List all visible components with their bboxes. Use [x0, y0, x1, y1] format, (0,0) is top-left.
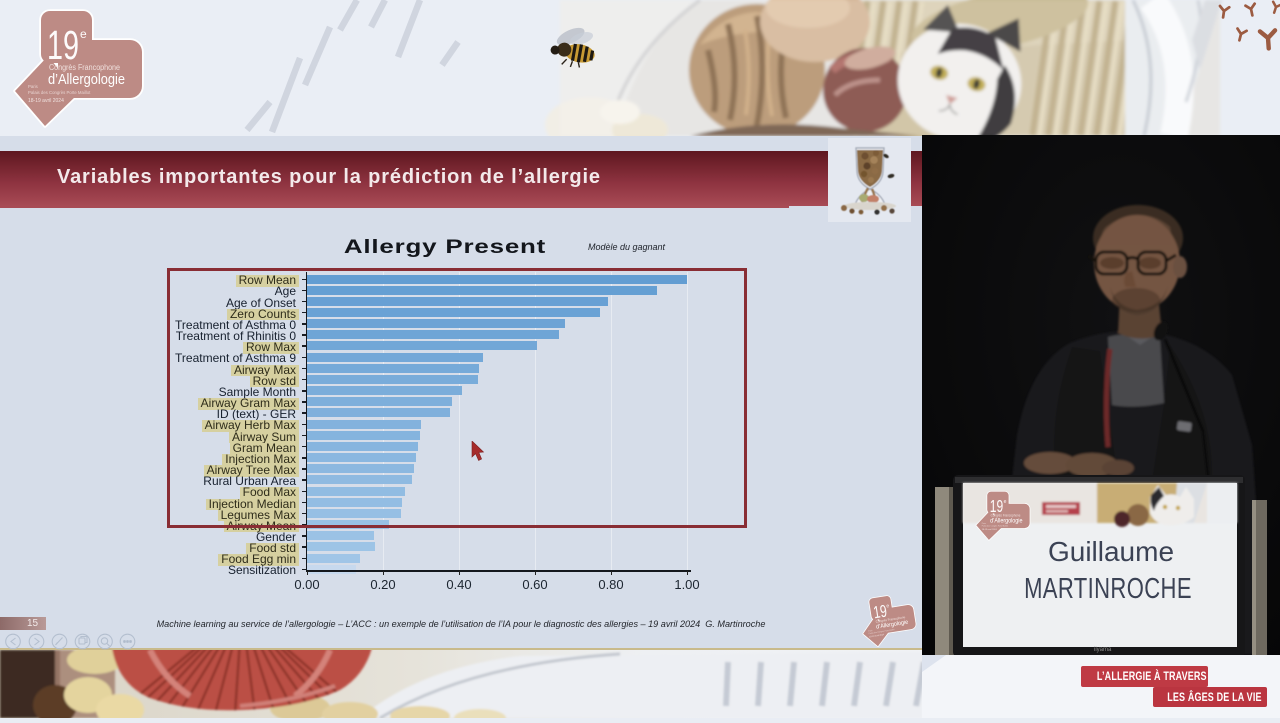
- svg-text:Paris: Paris: [982, 523, 986, 525]
- svg-text:Palais des Congrès Porte Maill: Palais des Congrès Porte Maillot: [28, 90, 91, 95]
- svg-text:Palais des Congrès Porte Maill: Palais des Congrès Porte Maillot: [982, 524, 1009, 527]
- svg-text:Congrès Francophone: Congrès Francophone: [991, 513, 1021, 517]
- svg-text:iiyama: iiyama: [1094, 647, 1112, 653]
- svg-text:Congrès Francophone: Congrès Francophone: [49, 63, 120, 72]
- svg-text:e: e: [1004, 499, 1007, 505]
- svg-text:Paris: Paris: [28, 84, 38, 89]
- svg-text:19: 19: [47, 22, 79, 68]
- svg-text:19: 19: [990, 496, 1003, 516]
- svg-text:e: e: [80, 27, 87, 41]
- svg-text:18-19 avril 2024: 18-19 avril 2024: [982, 528, 998, 531]
- svg-text:18-19 avril 2024: 18-19 avril 2024: [28, 98, 64, 104]
- svg-text:d’Allergologie: d’Allergologie: [48, 72, 125, 88]
- svg-text:d’Allergologie: d’Allergologie: [990, 517, 1023, 524]
